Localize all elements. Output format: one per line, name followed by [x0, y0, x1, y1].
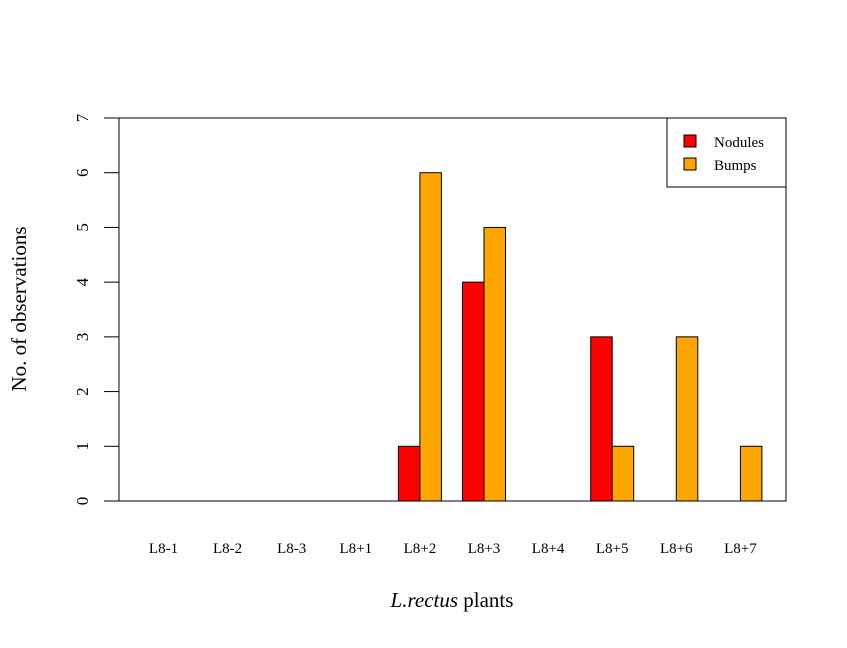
legend-swatch-nodules: [683, 134, 697, 148]
legend: Nodules Bumps: [666, 117, 787, 188]
y-axis-label: No. of observations: [7, 226, 31, 391]
x-tick-label-L8+3: L8+3: [468, 541, 501, 557]
x-tick-label-L8-3: L8-3: [277, 541, 306, 557]
bars-group: [397, 172, 763, 502]
y-tick-label-7: 7: [73, 113, 92, 122]
x-axis-label: L.rectus plants: [390, 588, 514, 612]
x-tick-label-L8-2: L8-2: [213, 541, 242, 557]
bar-nodules-L8+5: [590, 336, 613, 502]
bar-bumps-L8+2: [419, 172, 442, 502]
y-tick-label-6: 6: [73, 168, 92, 177]
bar-nodules-L8+3: [462, 281, 485, 502]
y-tick-label-2: 2: [73, 387, 92, 396]
y-tick-label-3: 3: [73, 333, 92, 342]
x-tick-label-L8+5: L8+5: [596, 541, 629, 557]
bar-bumps-L8+3: [483, 226, 506, 502]
y-tick-label-1: 1: [73, 442, 92, 451]
bar-bumps-L8+5: [611, 445, 635, 502]
x-axis-tick-labels: L8-1 L8-2 L8-3 L8+1 L8+2 L8+3 L8+4 L8+5 L8+6 L8+7: [149, 541, 757, 557]
bar-nodules-L8+2: [397, 445, 421, 502]
x-axis-label-italic: L.rectus: [390, 588, 458, 612]
x-tick-label-L8+6: L8+6: [660, 541, 693, 557]
legend-box: [666, 117, 787, 188]
legend-label-nodules: Nodules: [714, 135, 764, 151]
legend-label-bumps: Bumps: [714, 158, 757, 174]
x-tick-label-L8+1: L8+1: [339, 541, 372, 557]
bar-bumps-L8+7: [739, 445, 763, 502]
legend-swatch-bumps: [683, 157, 697, 171]
y-tick-label-4: 4: [73, 277, 92, 286]
y-tick-label-5: 5: [73, 223, 92, 232]
y-tick-label-0: 0: [73, 497, 92, 506]
x-tick-label-L8-1: L8-1: [149, 541, 178, 557]
bar-bumps-L8+6: [675, 336, 699, 502]
x-axis-label-rest: plants: [458, 588, 513, 612]
x-tick-label-L8+4: L8+4: [532, 541, 565, 557]
y-axis: 0 1 2 3 4 5 6 7: [73, 113, 120, 506]
x-tick-label-L8+2: L8+2: [404, 541, 437, 557]
x-tick-label-L8+7: L8+7: [724, 541, 757, 557]
